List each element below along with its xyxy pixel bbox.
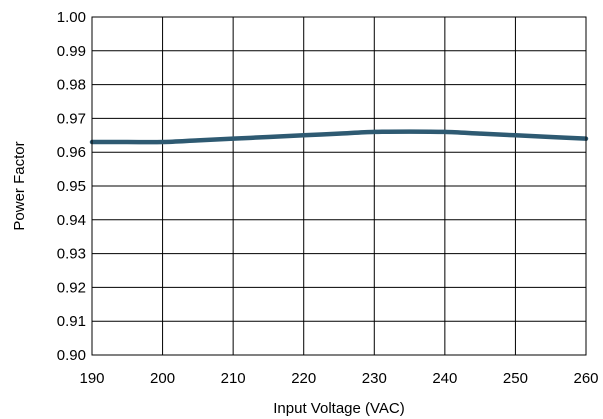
x-tick-label: 210 xyxy=(221,370,246,387)
y-tick-label: 0.91 xyxy=(57,313,86,330)
x-tick-label: 260 xyxy=(573,370,598,387)
x-tick-labels: 190 200 210 220 230 240 250 260 xyxy=(79,370,598,387)
y-tick-label: 0.93 xyxy=(57,246,86,263)
y-tick-label: 0.95 xyxy=(57,178,86,195)
y-tick-label: 0.98 xyxy=(57,77,86,94)
y-tick-label: 0.92 xyxy=(57,279,86,296)
x-tick-label: 220 xyxy=(291,370,316,387)
series-layer xyxy=(89,129,589,145)
x-axis-label: Input Voltage (VAC) xyxy=(273,400,404,417)
x-tick-label: 190 xyxy=(79,370,104,387)
y-axis-label: Power Factor xyxy=(11,141,28,230)
y-tick-labels: 0.90 0.91 0.92 0.93 0.94 0.95 0.96 0.97 0.98 0.99… xyxy=(57,9,86,364)
x-tick-label: 250 xyxy=(503,370,528,387)
x-tick-label: 200 xyxy=(150,370,175,387)
y-tick-label: 0.96 xyxy=(57,144,86,161)
y-tick-label: 0.97 xyxy=(57,110,86,127)
y-tick-label: 0.94 xyxy=(57,212,86,229)
y-tick-label: 0.99 xyxy=(57,43,86,60)
power-factor-series-line xyxy=(89,129,589,145)
x-tick-label: 230 xyxy=(362,370,387,387)
plot-frame xyxy=(91,16,587,356)
x-tick-label: 240 xyxy=(432,370,457,387)
y-tick-label: 1.00 xyxy=(57,9,86,26)
y-tick-label: 0.90 xyxy=(57,347,86,364)
